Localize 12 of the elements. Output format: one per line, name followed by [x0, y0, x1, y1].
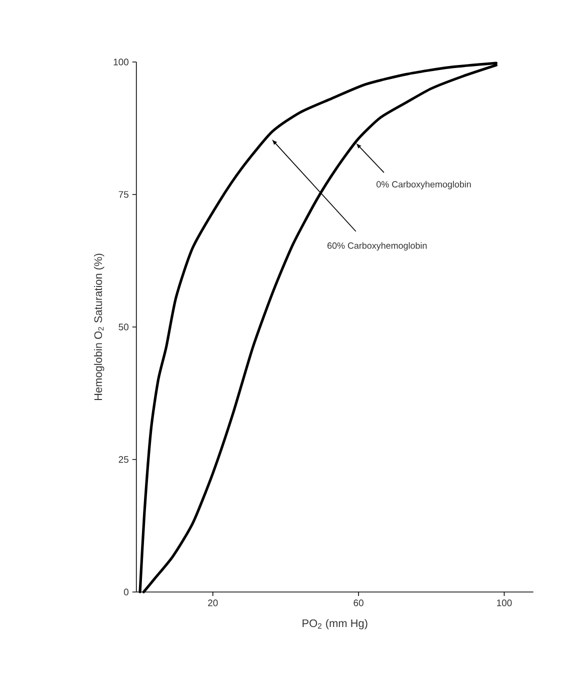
y-tick-label: 75 [118, 191, 128, 198]
y-tick-label: 25 [118, 456, 128, 463]
x-tick-label: 20 [208, 600, 218, 606]
x-tick-label: 60 [354, 600, 364, 606]
x-tick-label: 100 [497, 600, 512, 606]
annotation: 0% Carboxyhemoglobin [376, 180, 471, 190]
y-axis-title: Hemoglobin O$_{2}$ Saturation (%) [94, 254, 104, 400]
x-axis-title: PO$_{2}$ (mm Hg) [302, 619, 368, 630]
y-tick-label: 0 [124, 588, 128, 596]
y-tick-label: 100 [114, 58, 128, 66]
y-tick-label: 50 [118, 324, 128, 330]
annotation: 60% Carboxyhemoglobin [328, 242, 427, 251]
